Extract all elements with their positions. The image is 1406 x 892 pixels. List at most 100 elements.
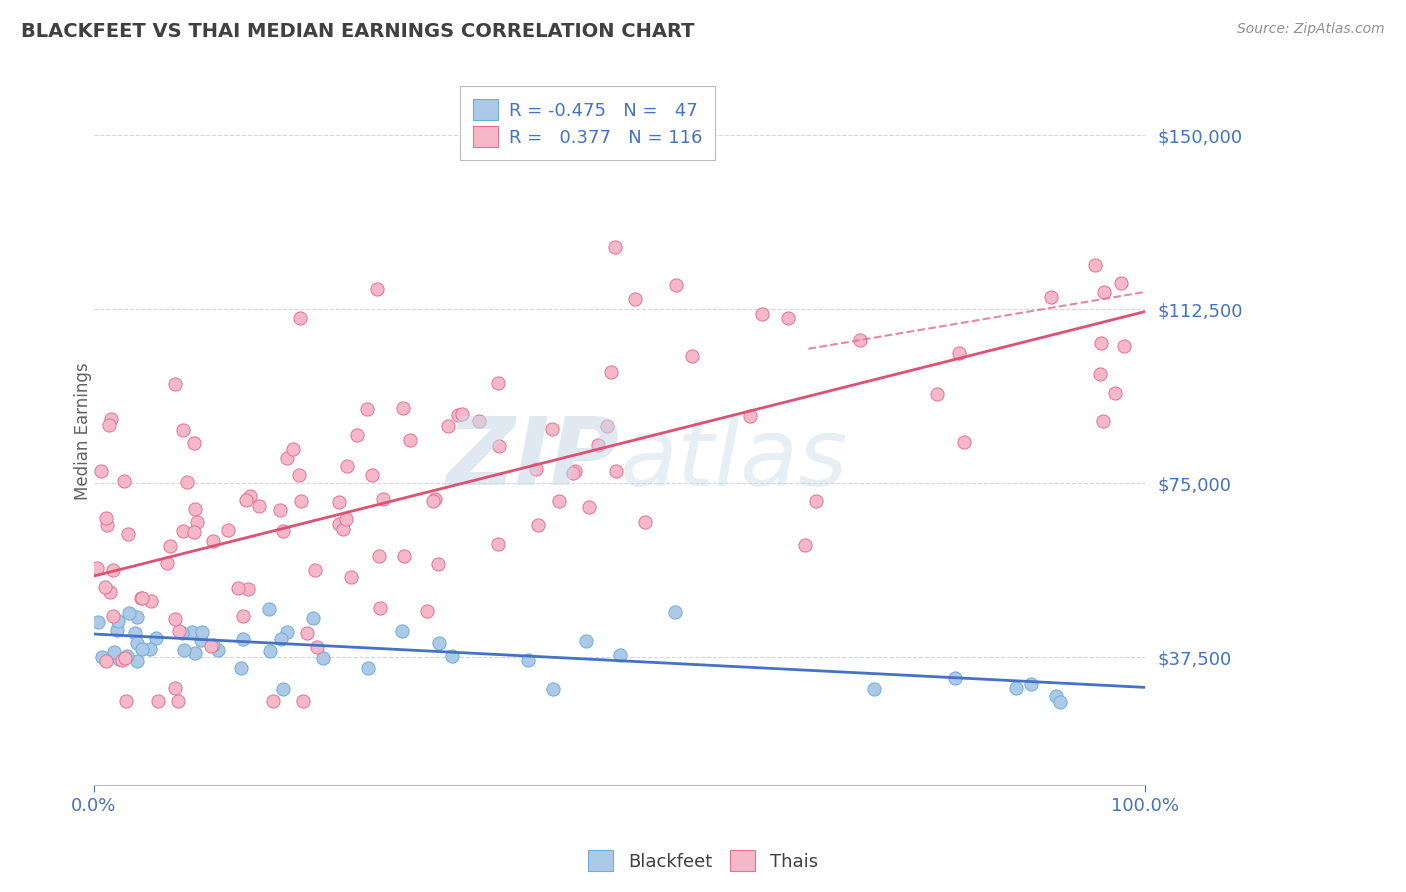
Point <box>524 462 547 476</box>
Point <box>1088 367 1111 381</box>
Point <box>201 533 224 548</box>
Point <box>276 450 298 465</box>
Point <box>948 346 970 360</box>
Point <box>163 681 186 695</box>
Point <box>181 624 204 639</box>
Point <box>423 491 446 506</box>
Point <box>111 653 134 667</box>
Point <box>166 694 188 708</box>
Point <box>1021 676 1043 690</box>
Point <box>368 549 391 563</box>
Point <box>283 442 305 457</box>
Point <box>100 411 122 425</box>
Point <box>186 515 208 529</box>
Point <box>97 417 120 432</box>
Point <box>125 654 148 668</box>
Point <box>94 654 117 668</box>
Point <box>486 376 509 390</box>
Point <box>440 648 463 663</box>
Point <box>202 638 225 652</box>
Point <box>96 518 118 533</box>
Point <box>1090 336 1112 351</box>
Point <box>751 306 773 320</box>
Point <box>1005 681 1028 696</box>
Text: Source: ZipAtlas.com: Source: ZipAtlas.com <box>1237 22 1385 37</box>
Point <box>101 609 124 624</box>
Point <box>90 464 112 478</box>
Point <box>117 606 139 620</box>
Point <box>588 438 610 452</box>
Point <box>600 365 623 379</box>
Point <box>229 661 252 675</box>
Point <box>176 475 198 489</box>
Point <box>488 439 510 453</box>
Point <box>98 584 121 599</box>
Point <box>578 500 600 514</box>
Point <box>269 503 291 517</box>
Point <box>541 681 564 696</box>
Point <box>101 563 124 577</box>
Point <box>1092 414 1115 428</box>
Text: ZIP: ZIP <box>447 413 619 506</box>
Point <box>1112 339 1135 353</box>
Point <box>346 428 368 442</box>
Point <box>575 633 598 648</box>
Point <box>664 605 686 619</box>
Point <box>776 310 799 325</box>
Point <box>804 494 827 508</box>
Point <box>927 386 949 401</box>
Point <box>336 458 359 473</box>
Point <box>108 652 131 666</box>
Point <box>634 515 657 529</box>
Point <box>863 681 886 696</box>
Point <box>328 494 350 508</box>
Point <box>422 493 444 508</box>
Point <box>427 635 450 649</box>
Point <box>184 646 207 660</box>
Point <box>332 522 354 536</box>
Point <box>236 582 259 597</box>
Point <box>665 278 688 293</box>
Point <box>235 493 257 508</box>
Point <box>595 419 617 434</box>
Point <box>105 624 128 638</box>
Point <box>107 615 129 629</box>
Point <box>793 538 815 552</box>
Point <box>953 435 976 450</box>
Point <box>172 524 194 538</box>
Point <box>548 494 571 508</box>
Legend: Blackfeet, Thais: Blackfeet, Thais <box>581 843 825 879</box>
Point <box>1045 689 1067 703</box>
Point <box>159 539 181 553</box>
Point <box>290 311 312 326</box>
Point <box>447 408 470 422</box>
Point <box>738 409 761 424</box>
Y-axis label: Median Earnings: Median Earnings <box>75 362 91 500</box>
Point <box>398 433 420 447</box>
Point <box>232 609 254 624</box>
Point <box>335 511 357 525</box>
Point <box>368 600 391 615</box>
Point <box>391 624 413 639</box>
Point <box>131 591 153 605</box>
Point <box>328 516 350 531</box>
Point <box>112 474 135 488</box>
Point <box>366 282 388 296</box>
Point <box>304 563 326 577</box>
Point <box>167 624 190 638</box>
Point <box>339 570 361 584</box>
Point <box>207 643 229 657</box>
Point <box>226 581 249 595</box>
Point <box>87 615 110 630</box>
Point <box>681 349 703 363</box>
Point <box>262 694 284 708</box>
Point <box>115 648 138 663</box>
Point <box>486 537 509 551</box>
Point <box>124 626 146 640</box>
Point <box>191 625 214 640</box>
Point <box>1040 290 1063 304</box>
Point <box>603 240 626 254</box>
Point <box>270 632 292 646</box>
Point <box>172 626 194 640</box>
Point <box>517 653 540 667</box>
